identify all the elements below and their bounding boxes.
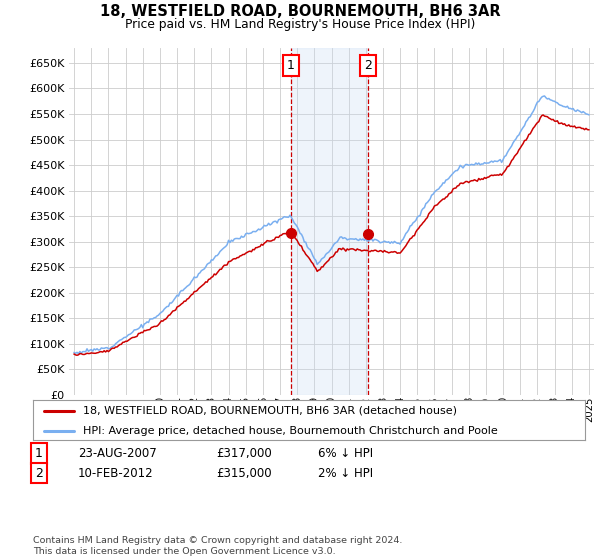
Text: Price paid vs. HM Land Registry's House Price Index (HPI): Price paid vs. HM Land Registry's House … xyxy=(125,18,475,31)
Text: 1: 1 xyxy=(287,59,295,72)
Text: HPI: Average price, detached house, Bournemouth Christchurch and Poole: HPI: Average price, detached house, Bour… xyxy=(83,426,497,436)
Text: 6% ↓ HPI: 6% ↓ HPI xyxy=(318,447,373,460)
Text: 18, WESTFIELD ROAD, BOURNEMOUTH, BH6 3AR: 18, WESTFIELD ROAD, BOURNEMOUTH, BH6 3AR xyxy=(100,4,500,19)
Text: 1: 1 xyxy=(35,447,43,460)
Text: 2% ↓ HPI: 2% ↓ HPI xyxy=(318,466,373,480)
Text: 2: 2 xyxy=(35,466,43,480)
Text: £315,000: £315,000 xyxy=(216,466,272,480)
Text: Contains HM Land Registry data © Crown copyright and database right 2024.
This d: Contains HM Land Registry data © Crown c… xyxy=(33,536,403,556)
Text: £317,000: £317,000 xyxy=(216,447,272,460)
Text: 2: 2 xyxy=(364,59,372,72)
Text: 10-FEB-2012: 10-FEB-2012 xyxy=(78,466,154,480)
Text: 23-AUG-2007: 23-AUG-2007 xyxy=(78,447,157,460)
Text: 18, WESTFIELD ROAD, BOURNEMOUTH, BH6 3AR (detached house): 18, WESTFIELD ROAD, BOURNEMOUTH, BH6 3AR… xyxy=(83,406,457,416)
Bar xyxy=(291,48,368,395)
